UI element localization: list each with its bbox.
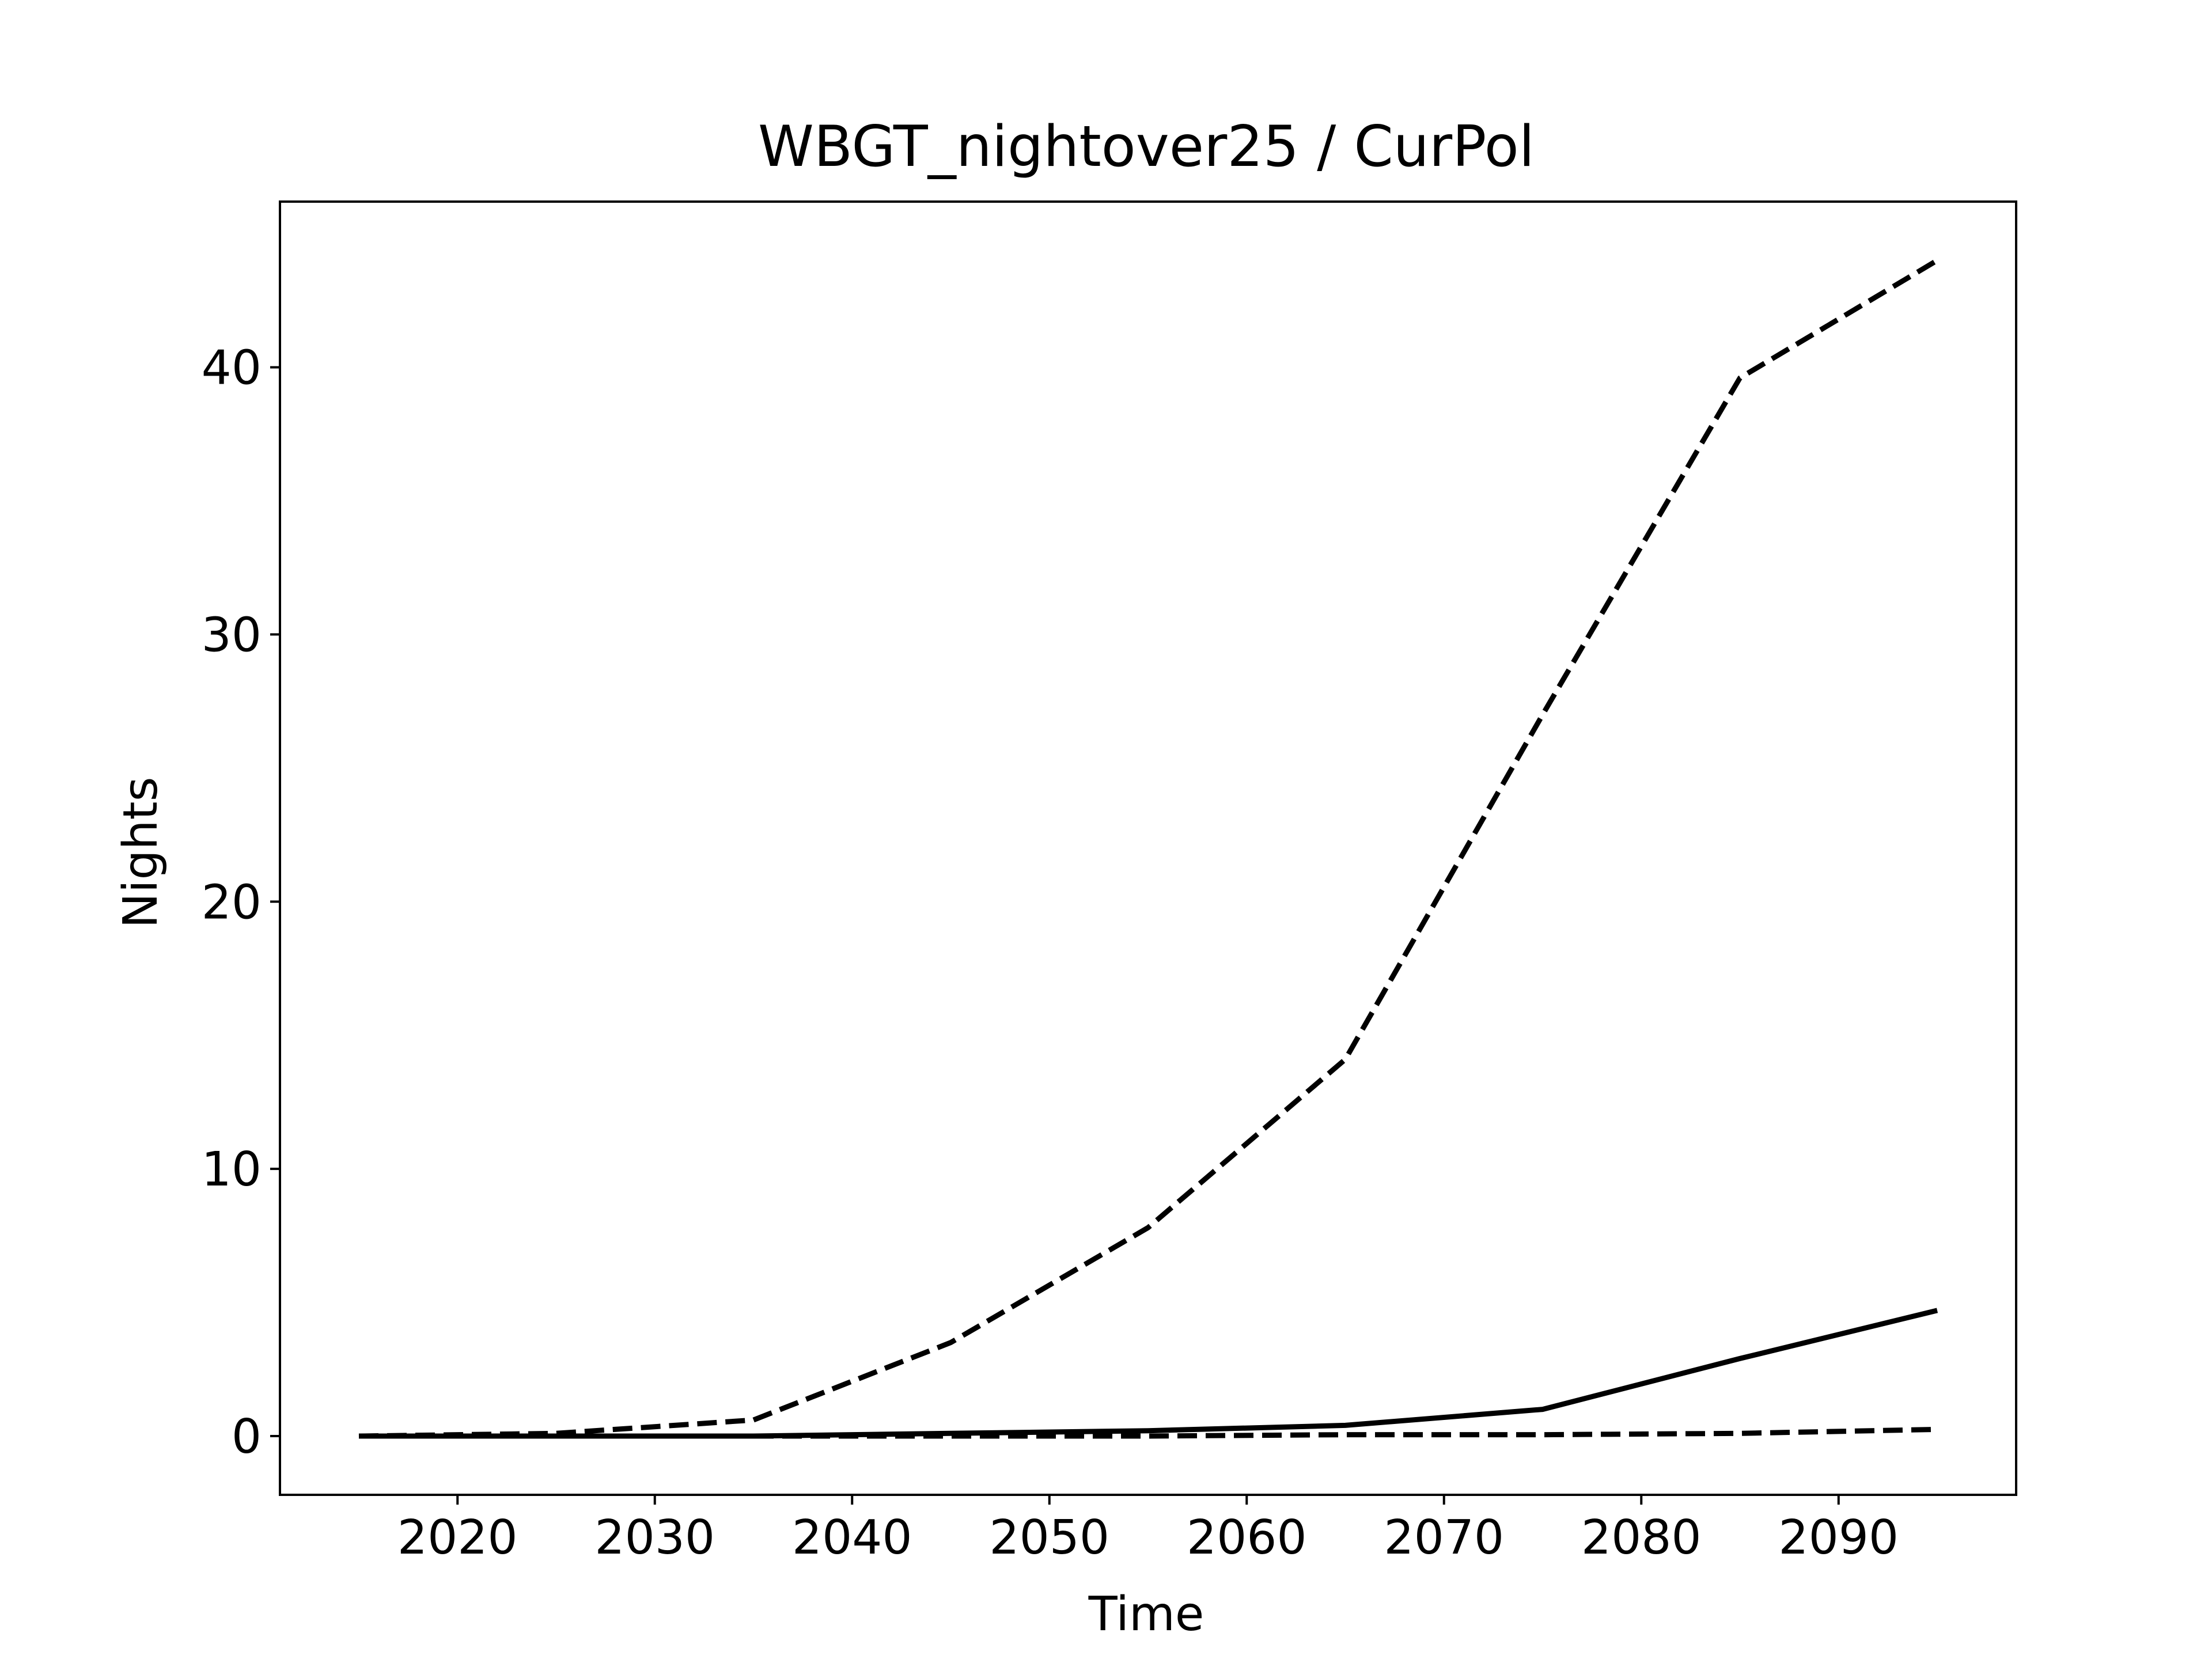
x-tick-label: 2050 <box>989 1510 1109 1565</box>
y-tick-label: 40 <box>202 341 262 396</box>
x-tick-label: 2060 <box>1187 1510 1307 1565</box>
series-line-1-dashed <box>358 258 1939 1439</box>
x-tick-label: 2070 <box>1384 1510 1504 1565</box>
x-tick-label: 2040 <box>792 1510 912 1565</box>
y-tick-label: 0 <box>232 1410 262 1464</box>
y-axis: 0 10 20 30 40 <box>202 341 280 1464</box>
plot-area <box>279 200 2017 1496</box>
x-axis-label: Time <box>1088 1587 1205 1642</box>
y-tick-label: 20 <box>202 875 262 930</box>
x-tick-label: 2080 <box>1581 1510 1702 1565</box>
plot-frame <box>279 200 2017 1496</box>
y-tick-label: 10 <box>202 1142 262 1197</box>
y-tick-label: 30 <box>202 608 262 662</box>
x-tick-label: 2030 <box>594 1510 715 1565</box>
series-line-2-solid <box>359 1308 1938 1439</box>
x-axis: 2020 2030 2040 2050 2060 2070 2080 2090 <box>397 1495 1899 1565</box>
series-line-3-dashed <box>359 1426 1938 1439</box>
x-tick-label: 2020 <box>397 1510 518 1565</box>
chart-title: WBGT_nightover25 / CurPol <box>758 114 1535 180</box>
x-tick-label: 2090 <box>1778 1510 1899 1565</box>
y-axis-label: Nights <box>113 777 168 928</box>
